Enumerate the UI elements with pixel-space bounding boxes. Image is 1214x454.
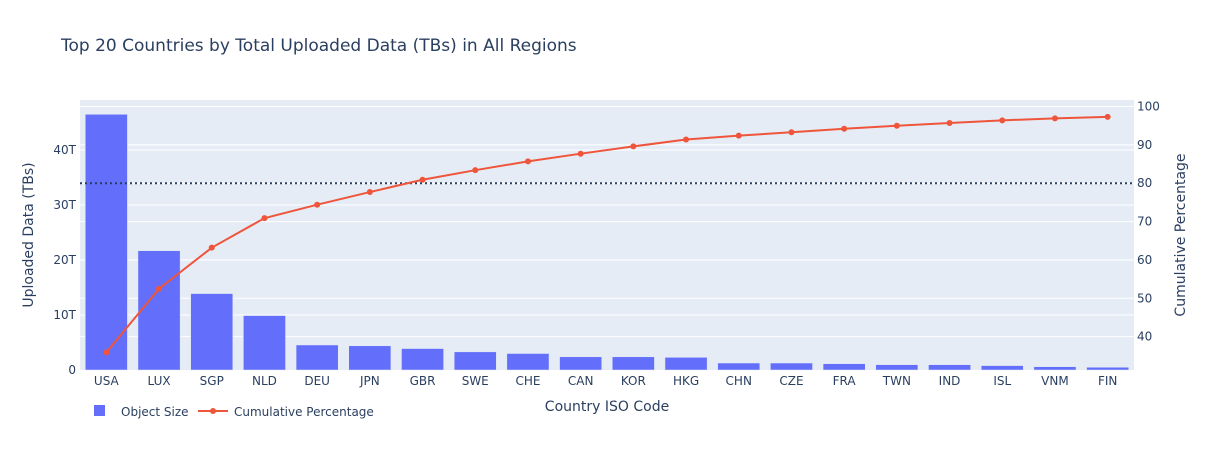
y2-tick-label: 80 xyxy=(1137,176,1152,190)
y-tick-label: 0 xyxy=(68,363,76,377)
bar-cze xyxy=(770,362,813,371)
cumulative-point-sgp xyxy=(208,244,215,251)
x-tick-label: SWE xyxy=(462,374,489,388)
y-tick-label: 20T xyxy=(53,253,76,267)
bar-deu xyxy=(295,344,339,371)
x-tick-label: CZE xyxy=(779,374,803,388)
cumulative-point-isl xyxy=(999,117,1006,124)
legend-item-object-size[interactable]: Object Size xyxy=(94,405,189,419)
x-tick-label: IND xyxy=(939,374,961,388)
x-tick-label: JPN xyxy=(359,374,380,388)
bar-kor xyxy=(612,356,655,371)
legend-item-cumulative-percentage[interactable]: Cumulative Percentage xyxy=(198,405,374,419)
cumulative-point-usa xyxy=(103,349,110,356)
cumulative-point-cze xyxy=(788,129,795,136)
x-tick-label: GBR xyxy=(410,374,436,388)
x-tick-label: KOR xyxy=(621,374,646,388)
y2-tick-label: 60 xyxy=(1137,253,1152,267)
y2-axis-title: Cumulative Percentage xyxy=(1173,153,1189,316)
y2-tick-label: 50 xyxy=(1137,291,1152,305)
bar-gbr xyxy=(401,348,444,371)
bar-swe xyxy=(453,351,497,371)
bar-nld xyxy=(243,315,286,371)
x-tick-label: CHN xyxy=(726,374,752,388)
legend[interactable]: Object Size Cumulative Percentage xyxy=(94,405,374,419)
plot-background xyxy=(80,100,1134,370)
legend-label-object-size: Object Size xyxy=(121,405,189,419)
cumulative-point-fin xyxy=(1104,113,1111,120)
cumulative-point-gbr xyxy=(419,176,426,183)
y-tick-label: 10T xyxy=(53,308,76,322)
x-tick-label: DEU xyxy=(304,374,330,388)
x-tick-label: USA xyxy=(94,374,120,388)
cumulative-point-lux xyxy=(156,285,163,292)
bar-fra xyxy=(822,363,866,371)
y-tick-label: 40T xyxy=(53,143,76,157)
cumulative-point-can xyxy=(577,150,584,157)
y2-tick-label: 70 xyxy=(1137,215,1152,229)
bar-lux xyxy=(137,250,181,371)
y-axis-title: Uploaded Data (TBs) xyxy=(21,162,37,307)
bar-vnm xyxy=(1033,366,1077,371)
bar-usa xyxy=(85,114,128,371)
y-tick-label: 30T xyxy=(53,198,76,212)
x-tick-label: CAN xyxy=(568,374,594,388)
cumulative-point-kor xyxy=(630,143,637,150)
y2-tick-label: 90 xyxy=(1137,138,1152,152)
cumulative-point-vnm xyxy=(1051,115,1058,122)
bar-chn xyxy=(717,362,761,371)
x-tick-label: CHE xyxy=(515,374,540,388)
cumulative-point-nld xyxy=(261,215,268,222)
y2-tick-label: 40 xyxy=(1137,330,1152,344)
x-tick-label: ISL xyxy=(993,374,1011,388)
cumulative-point-hkg xyxy=(683,136,690,143)
bar-hkg xyxy=(664,357,708,371)
x-tick-label: TWN xyxy=(882,374,911,388)
bar-ind xyxy=(928,364,971,371)
cumulative-point-twn xyxy=(893,122,900,129)
bar-isl xyxy=(980,365,1024,371)
x-tick-label: LUX xyxy=(148,374,171,388)
cumulative-point-jpn xyxy=(366,189,373,196)
cumulative-point-fra xyxy=(841,125,848,132)
x-tick-label: NLD xyxy=(252,374,277,388)
bar-can xyxy=(559,356,602,371)
bar-che xyxy=(506,353,550,371)
x-axis-title: Country ISO Code xyxy=(545,399,669,415)
legend-label-cumulative-percentage: Cumulative Percentage xyxy=(234,405,374,419)
cumulative-point-swe xyxy=(472,167,479,174)
bar-jpn xyxy=(348,345,392,371)
x-tick-label: FIN xyxy=(1098,374,1117,388)
x-tick-label: VNM xyxy=(1041,374,1069,388)
cumulative-point-ind xyxy=(946,120,953,127)
bar-sgp xyxy=(190,293,234,371)
legend-marker-swatch xyxy=(210,408,216,414)
y2-tick-label: 100 xyxy=(1137,100,1160,114)
cumulative-point-chn xyxy=(735,132,742,139)
x-tick-label: HKG xyxy=(673,374,699,388)
bar-fin xyxy=(1086,367,1129,371)
chart-title: Top 20 Countries by Total Uploaded Data … xyxy=(60,36,577,56)
cumulative-line xyxy=(105,115,1108,353)
x-tick-label: SGP xyxy=(200,374,224,388)
x-tick-label: FRA xyxy=(833,374,857,388)
legend-bar-swatch xyxy=(94,405,105,416)
cumulative-point-deu xyxy=(314,201,321,208)
cumulative-point-che xyxy=(524,158,531,165)
bar-twn xyxy=(875,364,919,371)
